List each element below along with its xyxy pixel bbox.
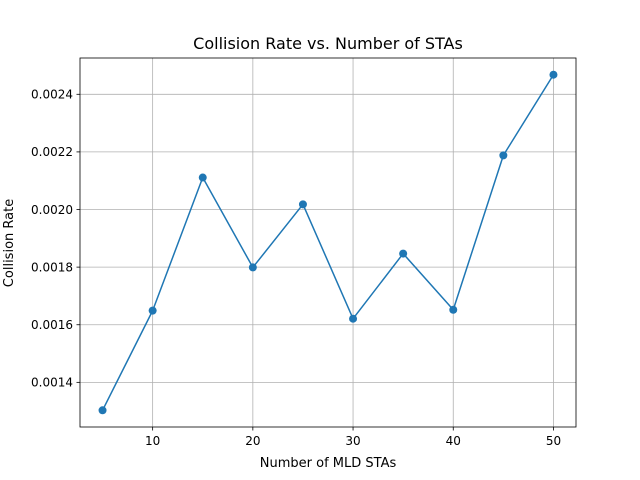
y-axis-label: Collision Rate [2,199,17,287]
data-point-marker [349,314,358,323]
data-point-marker [98,406,107,415]
data-point-marker [198,173,207,182]
data-point-marker [298,200,307,209]
data-point-marker [148,306,157,315]
data-point-marker [449,305,458,314]
y-tick-label: 0.0018 [31,260,73,274]
x-axis-label: Number of MLD STAs [260,456,397,471]
data-point-marker [399,249,408,258]
data-point-marker [248,263,257,272]
data-series [98,70,558,415]
x-tick-label: 20 [245,434,260,448]
x-tick-label: 30 [345,434,360,448]
x-tick-label: 10 [145,434,160,448]
y-tick-label: 0.0022 [31,145,73,159]
data-point-marker [549,70,558,79]
x-tick-label: 50 [546,434,561,448]
y-tick-label: 0.0014 [31,376,73,390]
y-tick-label: 0.0020 [31,203,73,217]
plot-area-frame [79,57,577,428]
series-line [101,74,555,411]
axis-ticks: 10 20 30 40 50 0.0014 0.0016 0.0018 0.0020 0.0022… [31,88,561,448]
chart-title: Collision Rate vs. Number of STAs [193,34,463,53]
x-tick-label: 40 [446,434,461,448]
y-tick-label: 0.0024 [31,88,73,102]
data-point-marker [499,151,508,160]
y-tick-label: 0.0016 [31,318,73,332]
grid [80,58,576,427]
